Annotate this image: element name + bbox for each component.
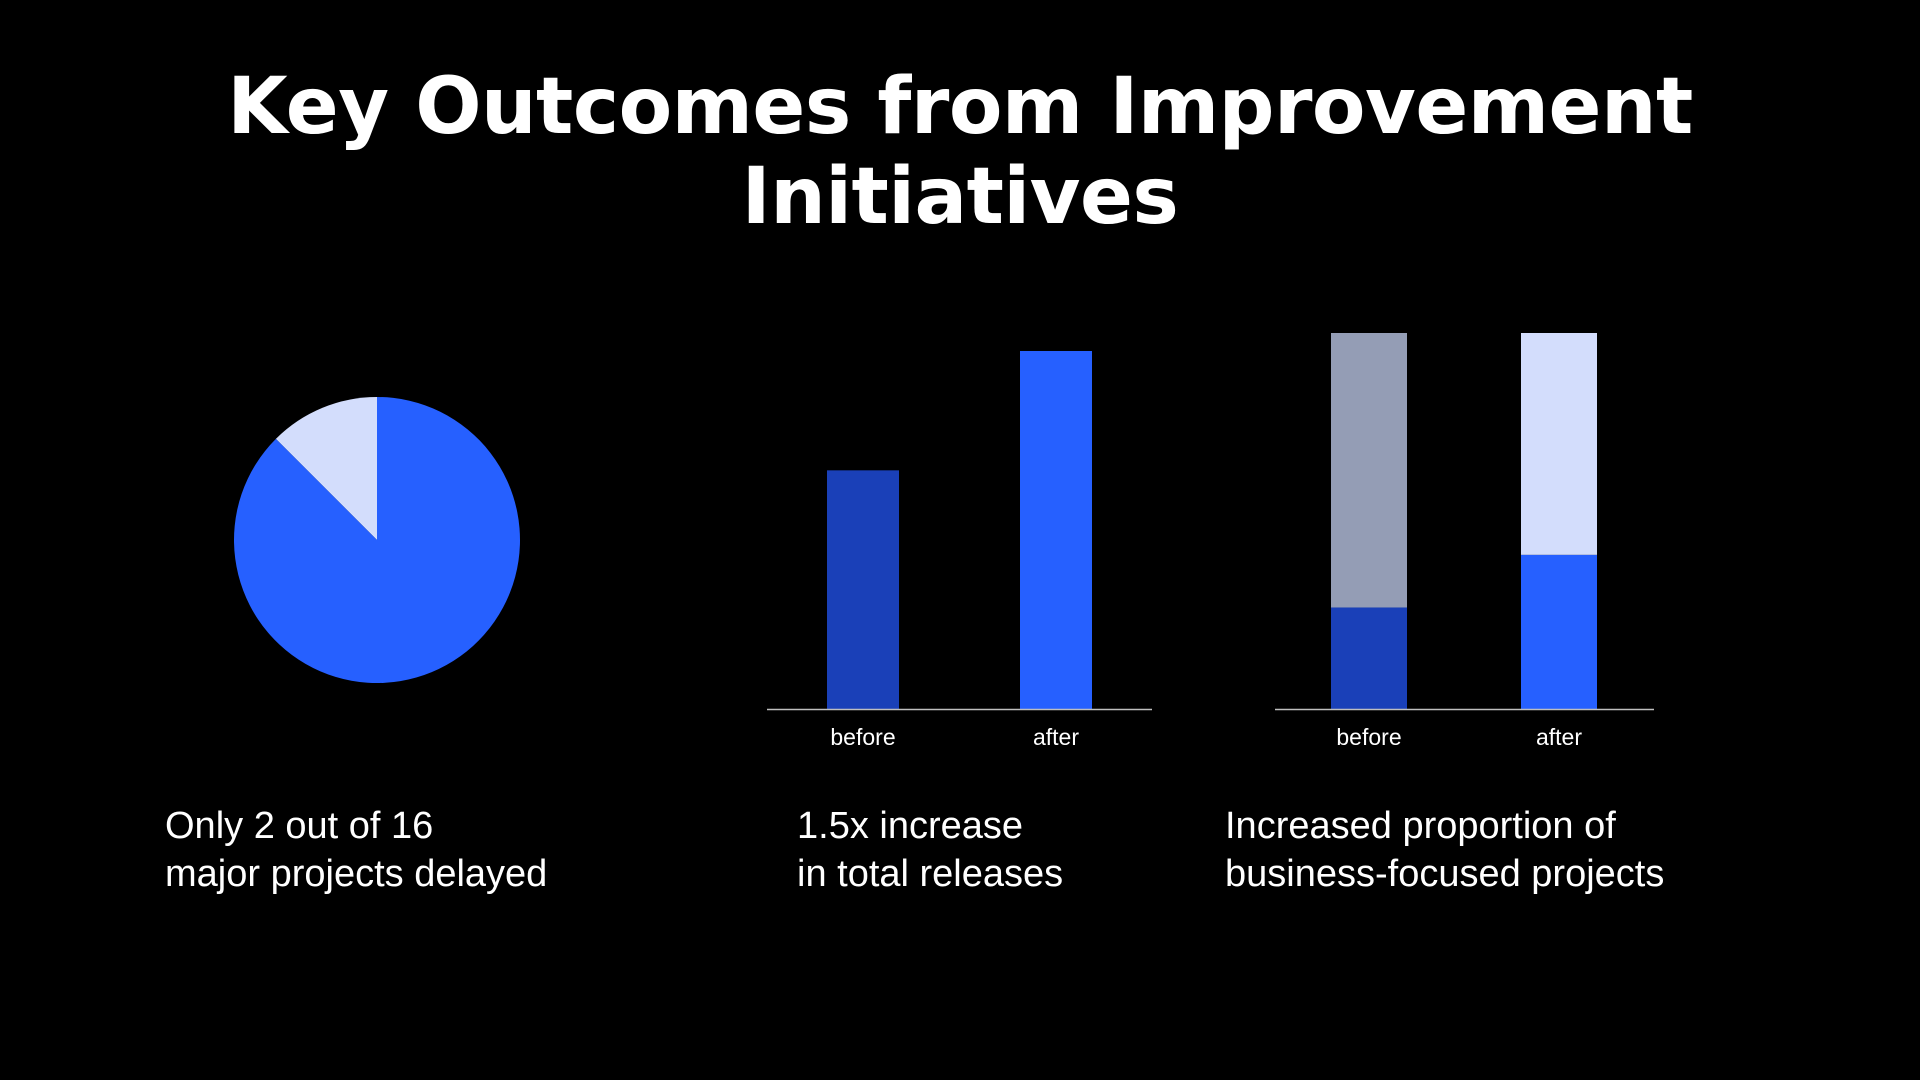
stack-segment-before-1: [1331, 333, 1407, 608]
stack-segment-after-1: [1521, 333, 1597, 555]
bar-after: [1020, 351, 1092, 709]
pie-slice-on-time: [233, 397, 520, 683]
pie-chart-delayed-projects: [233, 397, 520, 683]
caption-business-projects-line-2: business-focused projects: [1225, 853, 1665, 895]
caption-business-projects-line-1: Increased proportion of: [1225, 805, 1616, 847]
caption-delayed-projects-line-1: Only 2 out of 16: [165, 805, 434, 847]
x-tick-label-before: before: [830, 724, 895, 750]
stack-segment-before-0: [1331, 607, 1407, 709]
page-title: Key Outcomes from Improvement Initiative…: [0, 62, 1920, 242]
page-title-line-2: Initiatives: [741, 152, 1179, 242]
x-tick-label-after: after: [1033, 724, 1079, 750]
stack-segment-after-0: [1521, 554, 1597, 709]
caption-delayed-projects: Only 2 out of 16 major projects delayed: [165, 802, 547, 898]
caption-total-releases-line-1: 1.5x increase: [797, 805, 1024, 847]
x-tick-label-before: before: [1336, 724, 1401, 750]
caption-delayed-projects-line-2: major projects delayed: [165, 853, 548, 895]
x-tick-label-after: after: [1536, 724, 1582, 750]
bar-chart-total-releases: before after: [767, 351, 1152, 750]
stacked-bar-chart-business-projects: before after: [1275, 333, 1654, 750]
caption-total-releases: 1.5x increase in total releases: [797, 802, 1063, 898]
caption-business-projects: Increased proportion of business-focused…: [1225, 802, 1664, 898]
caption-total-releases-line-2: in total releases: [797, 853, 1064, 895]
pie-slice-delayed: [275, 397, 377, 540]
bar-before: [827, 470, 899, 709]
page-title-line-1: Key Outcomes from Improvement: [227, 62, 1693, 152]
